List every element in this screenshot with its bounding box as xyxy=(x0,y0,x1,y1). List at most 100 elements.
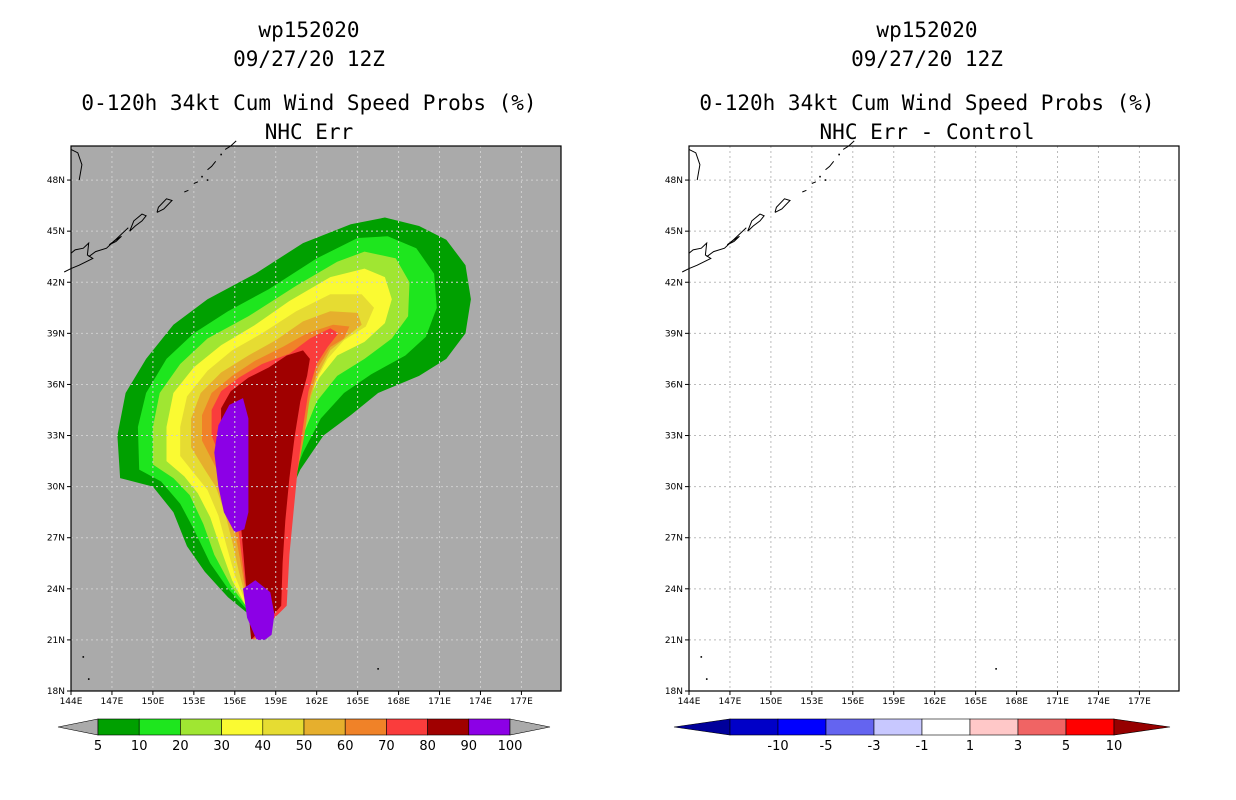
coastline xyxy=(688,148,701,181)
colorbar-segment xyxy=(303,718,346,736)
lat-label: 48N xyxy=(665,176,683,186)
left-panel: wp152020 09/27/20 12Z 0-120h 34kt Cum Wi… xyxy=(47,18,562,754)
colorbar-segment xyxy=(386,718,428,736)
coastline xyxy=(63,241,94,273)
colorbar-label: 3 xyxy=(1014,739,1022,754)
island-dot xyxy=(82,656,85,658)
colorbar-segment xyxy=(825,718,875,736)
left-map: 144E 147E 150E 153E 156E 159E 162E 165E 168E 171E… xyxy=(47,140,562,754)
lon-label: 150E xyxy=(141,697,164,707)
colorbar-under-triangle xyxy=(673,718,731,736)
right-datetime: 09/27/20 12Z xyxy=(851,47,1003,71)
lat-label: 45N xyxy=(665,227,683,237)
colorbar-segment xyxy=(921,718,971,736)
colorbar-under-triangle xyxy=(57,718,99,736)
lat-label: 21N xyxy=(665,636,683,646)
colorbar-segment xyxy=(427,718,470,736)
island-dot xyxy=(700,656,703,658)
colorbar-segment xyxy=(97,718,140,736)
colorbar-label: 60 xyxy=(337,739,354,754)
coastline xyxy=(108,235,122,246)
coastline xyxy=(156,198,173,213)
coastline xyxy=(825,160,835,171)
map-frame xyxy=(70,145,562,692)
right-panel: wp152020 09/27/20 12Z 0-120h 34kt Cum Wi… xyxy=(618,0,1236,800)
colorbar-segment xyxy=(344,718,387,736)
lon-label: 165E xyxy=(964,697,987,707)
colorbar-segment xyxy=(262,718,305,736)
lat-label: 42N xyxy=(47,278,65,288)
lon-label: 147E xyxy=(719,697,742,707)
lat-label: 21N xyxy=(47,636,65,646)
coastline xyxy=(184,189,189,193)
colorbar-label: 30 xyxy=(213,739,230,754)
left-product-title: 0-120h 34kt Cum Wind Speed Probs (%) xyxy=(81,91,537,115)
right-storm-id: wp152020 xyxy=(876,18,978,42)
island-dot xyxy=(87,678,90,680)
lat-label: 24N xyxy=(665,585,683,595)
lon-label: 153E xyxy=(800,697,823,707)
colorbar-segment xyxy=(221,718,264,736)
left-datetime: 09/27/20 12Z xyxy=(233,47,385,71)
lat-label: 30N xyxy=(47,483,65,493)
lon-label: 144E xyxy=(60,697,83,707)
lon-label: 177E xyxy=(1128,697,1151,707)
island-dot xyxy=(838,153,840,156)
colorbar-label: -5 xyxy=(820,739,833,754)
colorbar-label: 20 xyxy=(172,739,189,754)
colorbar-label: 5 xyxy=(94,739,102,754)
map-background xyxy=(689,146,1179,691)
colorbar-segment xyxy=(969,718,1019,736)
coastline xyxy=(207,160,217,171)
lat-label: 39N xyxy=(665,329,683,339)
right-product-title: 0-120h 34kt Cum Wind Speed Probs (%) xyxy=(699,91,1155,115)
lat-label: 33N xyxy=(47,432,65,442)
colorbar-segment xyxy=(138,718,181,736)
coastline xyxy=(681,241,712,273)
coastline xyxy=(726,235,740,246)
lat-label: 39N xyxy=(47,329,65,339)
lat-label: 30N xyxy=(665,483,683,493)
lat-label: 45N xyxy=(47,227,65,237)
colorbar-label: 80 xyxy=(419,739,436,754)
lat-label: 27N xyxy=(665,534,683,544)
colorbar-segment xyxy=(777,718,827,736)
lat-label: 18N xyxy=(665,687,683,697)
colorbar-label: 1 xyxy=(966,739,974,754)
colorbar-label: 100 xyxy=(498,739,523,754)
coastline xyxy=(747,213,765,232)
colorbar-label: 50 xyxy=(296,739,313,754)
lon-label: 150E xyxy=(759,697,782,707)
lon-label: 153E xyxy=(182,697,205,707)
map-frame xyxy=(688,145,1180,692)
island-dot xyxy=(824,179,827,181)
coastline xyxy=(811,181,817,184)
coastline xyxy=(70,148,83,181)
lon-label: 156E xyxy=(841,697,864,707)
left-variant-title: NHC Err xyxy=(264,120,354,144)
coastline xyxy=(802,189,807,193)
colorbar-segment xyxy=(1065,718,1115,736)
lat-label: 24N xyxy=(47,585,65,595)
island-dot xyxy=(995,668,997,670)
lon-label: 171E xyxy=(1046,697,1069,707)
lon-label: 162E xyxy=(923,697,946,707)
right-variant-title: NHC Err - Control xyxy=(819,120,1035,144)
colorbar-label: -3 xyxy=(868,739,881,754)
island-dot xyxy=(705,678,708,680)
island-dot xyxy=(201,175,203,178)
coastline xyxy=(706,227,747,258)
island-dot xyxy=(819,175,821,178)
lon-label: 165E xyxy=(346,697,369,707)
colorbar-label: 90 xyxy=(461,739,478,754)
colorbar-label: -1 xyxy=(916,739,929,754)
colorbar-segment xyxy=(873,718,923,736)
lat-label: 36N xyxy=(665,380,683,390)
colorbar-segment xyxy=(729,718,779,736)
colorbar-segment xyxy=(468,718,511,736)
coastline xyxy=(88,227,129,258)
lat-label: 42N xyxy=(665,278,683,288)
prob-band-90 xyxy=(243,580,275,640)
lon-label: 171E xyxy=(428,697,451,707)
colorbar-segment xyxy=(180,718,222,736)
